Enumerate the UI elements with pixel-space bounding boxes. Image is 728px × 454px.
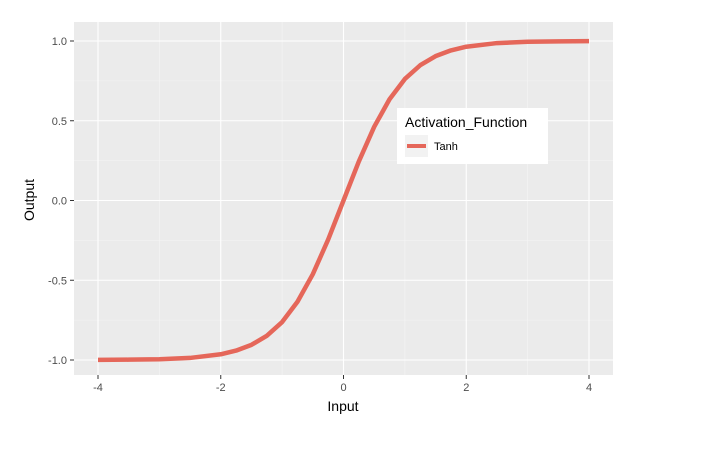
y-tick-label: 0.5 [52, 116, 67, 128]
y-tick-label: 0.0 [52, 196, 67, 208]
legend-title: Activation_Function [405, 114, 527, 130]
x-tick-label: -4 [93, 382, 103, 394]
y-tick-label: -0.5 [48, 275, 67, 287]
series-layer [97, 38, 590, 363]
x-tick-label: 0 [340, 382, 346, 394]
legend-label-tanh: Tanh [434, 141, 458, 153]
x-tick-label: 4 [586, 382, 592, 394]
legend: Activation_Function Tanh [397, 108, 548, 164]
x-tick-label: -2 [216, 382, 226, 394]
x-axis: -4 -2 0 2 4 [93, 375, 592, 394]
x-tick-label: 2 [463, 382, 469, 394]
y-axis: -1.0 -0.5 0.0 0.5 1.0 [48, 36, 74, 367]
y-tick-label: -1.0 [48, 355, 67, 367]
y-tick-label: 1.0 [52, 36, 67, 48]
y-axis-title: Output [21, 179, 37, 221]
x-axis-title: Input [327, 398, 358, 414]
series-line-tanh [97, 38, 590, 363]
